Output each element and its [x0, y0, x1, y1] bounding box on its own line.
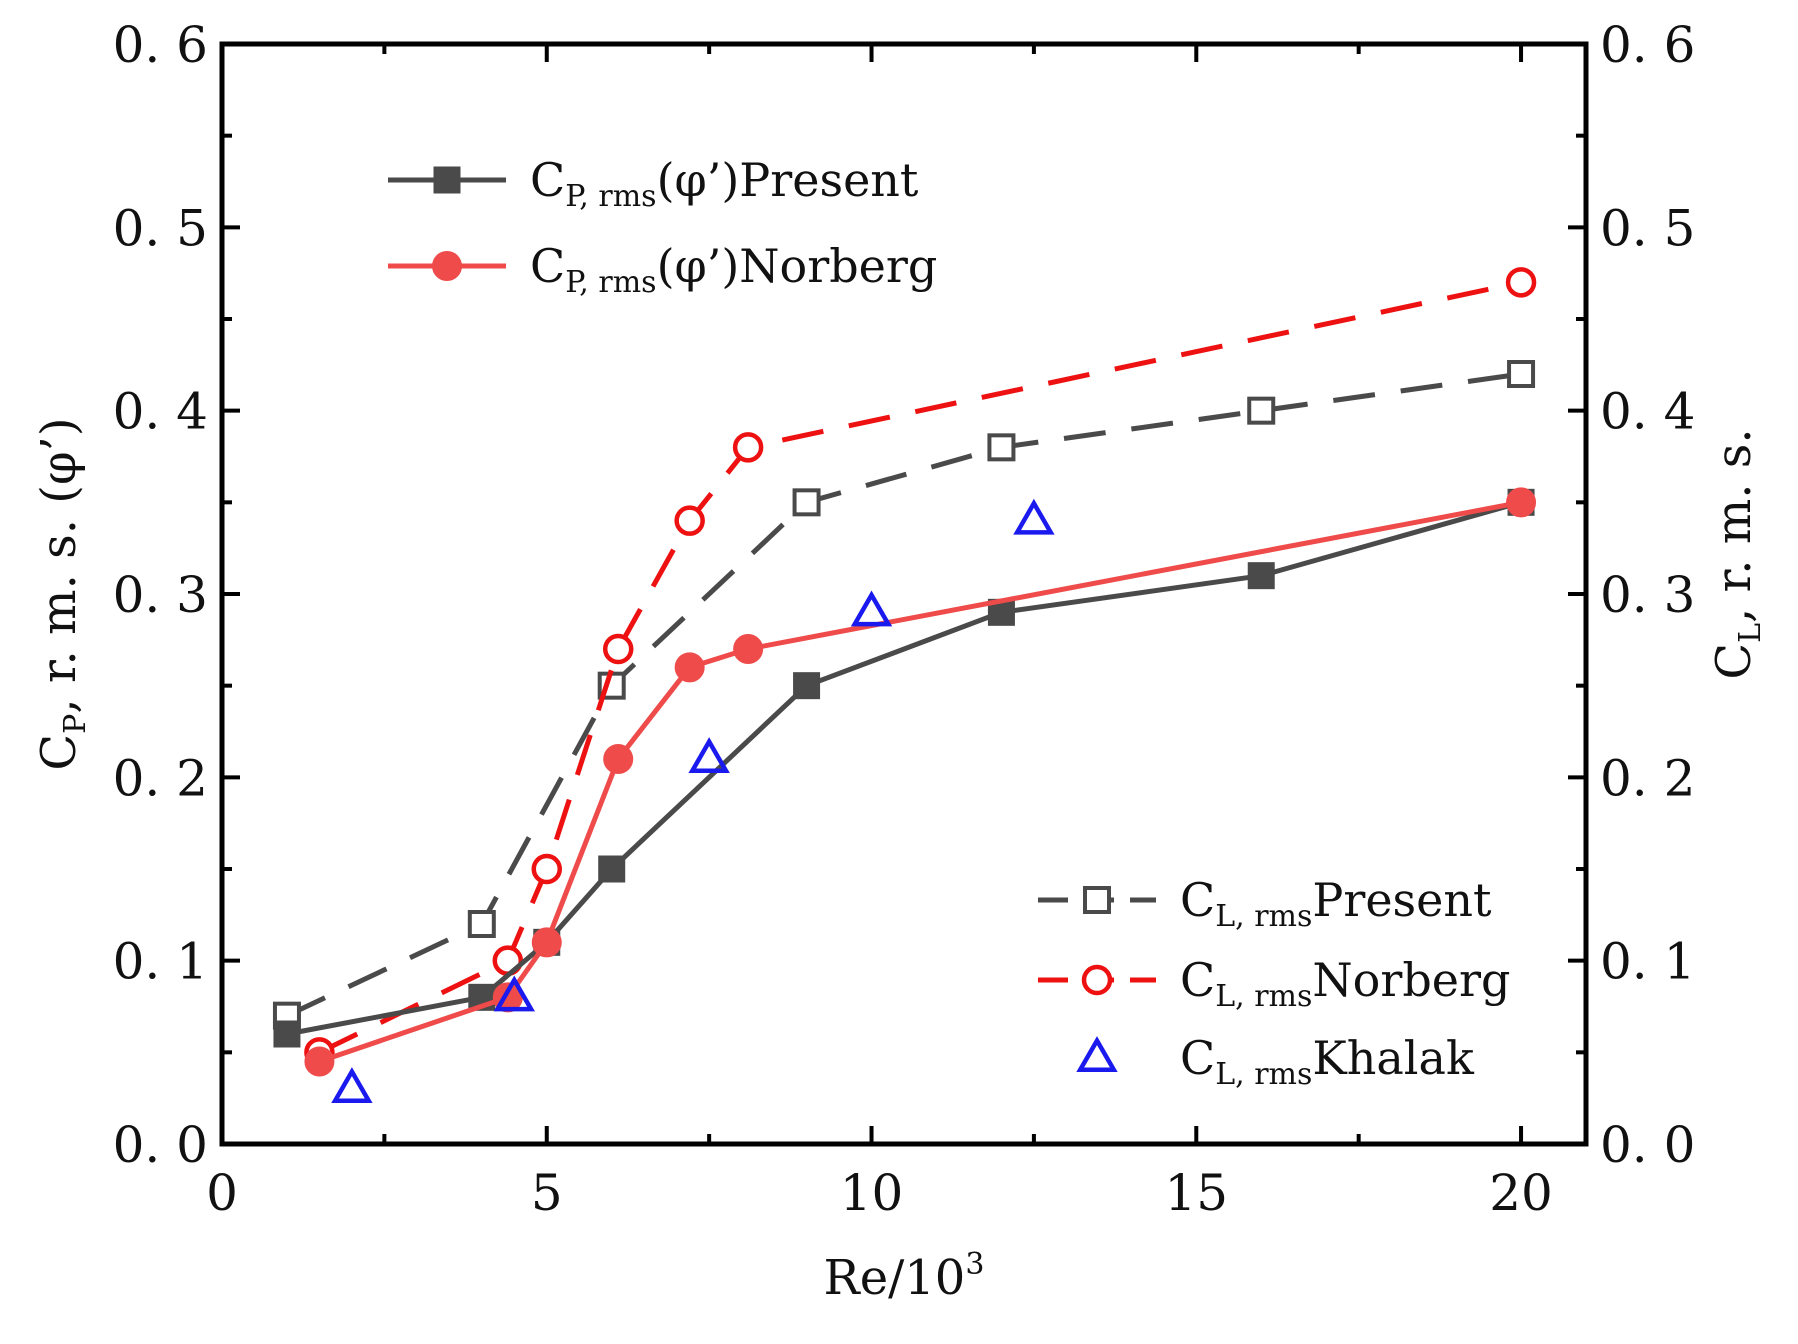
y-right-tick-label: 0. 4	[1600, 383, 1695, 441]
data-point-cl-khalak	[1013, 498, 1055, 535]
x-axis-title: Re/103	[824, 1247, 985, 1306]
y-right-tick-label: 0. 3	[1600, 566, 1695, 624]
data-point-cl-khalak	[850, 590, 893, 627]
x-tick-label: 20	[1489, 1164, 1553, 1222]
legend-marker	[1076, 1036, 1118, 1073]
data-point-cp-present	[273, 1020, 301, 1048]
legend-label: CL, rmsNorberg	[1180, 953, 1510, 1014]
y-left-tick-label: 0. 4	[113, 383, 208, 441]
y-right-axis-title: CL, r. m. s.	[1706, 428, 1768, 679]
data-point-cp-norberg	[531, 927, 562, 958]
data-point-cp-norberg	[603, 744, 634, 774]
data-point-cl-khalak	[493, 975, 535, 1012]
data-point-cl-norberg	[602, 633, 634, 665]
x-tick-label: 10	[840, 1164, 904, 1222]
data-point-cl-norberg	[1505, 267, 1537, 298]
legend-marker	[1081, 964, 1113, 996]
data-point-cl-khalak	[331, 1067, 373, 1104]
data-point-cl-present	[1507, 360, 1536, 388]
data-point-cl-norberg	[732, 432, 764, 463]
legend-entry-cl-norberg: CL, rmsNorberg	[1038, 953, 1510, 1014]
y-right-tick-label: 0. 5	[1600, 199, 1695, 257]
axes: 0 5 10 15 20 0. 0 0. 0 0. 1 0. 1 0. 2 0. 2 0. 3 0. 3…	[31, 16, 1768, 1306]
legend-marker	[433, 166, 461, 194]
data-point-cl-present	[467, 910, 496, 938]
y-left-tick-label: 0. 5	[113, 199, 208, 257]
data-point-cp-norberg	[304, 1046, 335, 1077]
data-point-cp-norberg	[733, 634, 764, 664]
x-tick-label: 15	[1164, 1164, 1228, 1222]
data-point-cp-present	[793, 672, 821, 700]
data-point-cp-norberg	[1506, 487, 1537, 518]
series-cl-khalak	[331, 498, 1055, 1104]
data-point-cp-present	[1247, 562, 1275, 590]
y-right-tick-label: 0. 6	[1600, 16, 1695, 74]
x-tick-label: 0	[206, 1164, 238, 1222]
legend-marker	[1083, 886, 1111, 914]
data-point-cl-present	[792, 488, 821, 517]
series-layer	[272, 267, 1537, 1104]
legend-entry-cl-khalak: CL, rmsKhalak	[1076, 1031, 1475, 1092]
data-point-cl-norberg	[674, 505, 705, 536]
legend-label: CP, rms(φ’)Norberg	[530, 239, 937, 300]
y-right-tick-label: 0. 1	[1600, 933, 1695, 991]
series-cl-norberg	[304, 267, 1537, 1068]
data-point-cl-khalak	[688, 737, 730, 774]
data-point-cp-present	[598, 855, 626, 883]
legend-label: CL, rmsKhalak	[1180, 1031, 1475, 1092]
y-left-tick-label: 0. 2	[113, 749, 208, 807]
legend-entry-cp-present: CP, rms(φ’)Present	[388, 153, 919, 214]
data-point-cl-present	[1247, 396, 1276, 425]
legend-label: CP, rms(φ’)Present	[530, 153, 919, 214]
legend-entry-cp-norberg: CP, rms(φ’)Norberg	[388, 239, 937, 300]
y-left-tick-label: 0. 1	[113, 933, 208, 991]
y-left-axis-title: CP, r. m. s. (φ’)	[31, 417, 93, 770]
legend-marker	[432, 251, 462, 281]
y-right-tick-label: 0. 0	[1600, 1116, 1695, 1174]
series-cl-present	[272, 360, 1536, 1030]
y-left-tick-label: 0. 0	[113, 1116, 208, 1174]
data-point-cl-norberg	[531, 853, 563, 885]
legend-bottom-right: CL, rmsPresent CL, rmsNorberg CL, rmsKhala…	[1038, 873, 1510, 1092]
legend-entry-cl-present: CL, rmsPresent	[1038, 873, 1492, 934]
y-left-tick-label: 0. 3	[113, 566, 208, 624]
legends: CP, rms(φ’)Present CP, rms(φ’)Norberg CL, …	[388, 153, 1510, 1092]
data-point-cl-present	[987, 433, 1016, 462]
x-tick-label: 5	[531, 1164, 563, 1222]
y-left-tick-label: 0. 6	[113, 16, 208, 74]
y-right-tick-label: 0. 2	[1600, 749, 1695, 807]
legend-label: CL, rmsPresent	[1180, 873, 1492, 934]
legend-top-left: CP, rms(φ’)Present CP, rms(φ’)Norberg	[388, 153, 937, 300]
data-point-cp-norberg	[674, 652, 705, 683]
